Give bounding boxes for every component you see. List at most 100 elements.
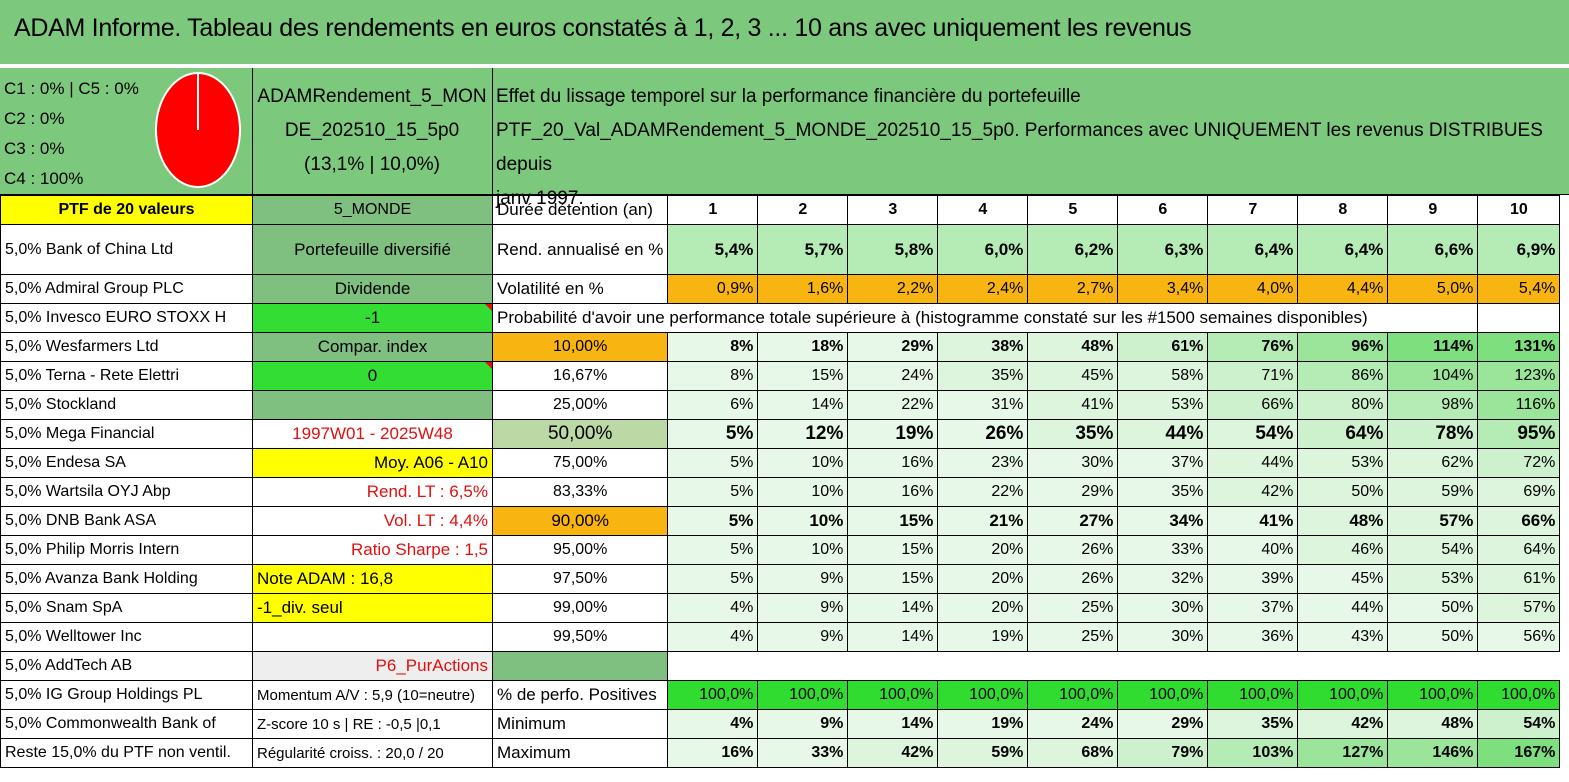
rend-label: Rend. annualisé en % <box>491 224 669 275</box>
proba-value: 30% <box>1117 622 1209 652</box>
maximum-value: 127% <box>1297 738 1389 768</box>
proba-value: 42% <box>1207 477 1299 507</box>
maximum-row: Reste 15,0% du PTF non ventil. Régularit… <box>0 738 1561 768</box>
proba-value: 20% <box>937 535 1029 565</box>
vol-value: 5,4% <box>1477 274 1561 304</box>
compare-index-value[interactable]: 0 <box>252 361 493 391</box>
dividend-filter-value[interactable]: -1 <box>252 303 493 333</box>
proba-value: 64% <box>1297 419 1389 449</box>
maximum-value: 103% <box>1207 738 1299 768</box>
holding-cell: 5,0% Avanza Bank Holding <box>0 564 253 594</box>
empty-cell <box>491 651 669 681</box>
year-header: 1 <box>667 195 759 225</box>
proba-value: 50% <box>1297 477 1389 507</box>
proba-row: 5,0% Stockland 25,00% 6% 14% 22% 31% 41%… <box>0 390 1561 420</box>
minimum-value: 35% <box>1207 709 1299 739</box>
proba-value: 86% <box>1297 361 1389 391</box>
effect-line: PTF_20_Val_ADAMRendement_5_MONDE_202510_… <box>496 120 1543 175</box>
vol-value: 2,7% <box>1027 274 1119 304</box>
rend-value: 6,2% <box>1027 224 1119 275</box>
allocation-pie-chart <box>155 72 241 188</box>
returns-table: PTF de 20 valeurs 5_MONDE Durée détentio… <box>0 195 1561 768</box>
divider <box>252 68 253 195</box>
proba-value: 62% <box>1387 448 1479 478</box>
proba-value: 5% <box>667 477 759 507</box>
proba-value: 20% <box>937 564 1029 594</box>
proba-value: 25% <box>1027 622 1119 652</box>
rend-value: 6,9% <box>1477 224 1561 275</box>
proba-value: 53% <box>1387 564 1479 594</box>
holding-cell: 5,0% Commonwealth Bank of <box>0 709 253 739</box>
proba-value: 16% <box>847 477 939 507</box>
proba-value: 23% <box>937 448 1029 478</box>
maximum-value: 68% <box>1027 738 1119 768</box>
zscore-label: Z-score 10 s | RE : -0,5 |0,1 <box>252 709 493 739</box>
proba-row: 5,0% Mega Financial 1997W01 - 2025W48 50… <box>0 419 1561 449</box>
vol-label: Volatilité en % <box>491 274 669 304</box>
positives-value: 100,0% <box>757 680 849 710</box>
minimum-row: 5,0% Commonwealth Bank of Z-score 10 s |… <box>0 709 1561 739</box>
proba-value: 14% <box>847 622 939 652</box>
proba-value: 44% <box>1297 593 1389 623</box>
proba-value: 71% <box>1207 361 1299 391</box>
minimum-value: 4% <box>667 709 759 739</box>
proba-value: 4% <box>667 622 759 652</box>
holding-cell: 5,0% Philip Morris Intern <box>0 535 253 565</box>
proba-value: 44% <box>1117 419 1209 449</box>
proba-value: 5% <box>667 419 759 449</box>
proba-row: 5,0% Philip Morris Intern Ratio Sharpe :… <box>0 535 1561 565</box>
holding-cell: 5,0% Wesfarmers Ltd <box>0 332 253 362</box>
positives-value: 100,0% <box>1387 680 1479 710</box>
proba-value: 30% <box>1027 448 1119 478</box>
proba-value: 10% <box>757 506 849 536</box>
effect-line: Effet du lissage temporel sur la perform… <box>496 86 1081 107</box>
proba-value: 98% <box>1387 390 1479 420</box>
rend-value: 6,4% <box>1297 224 1389 275</box>
positives-value: 100,0% <box>1477 680 1561 710</box>
proba-value: 48% <box>1027 332 1119 362</box>
divider <box>492 68 493 195</box>
proba-level: 75,00% <box>491 448 669 478</box>
positives-value: 100,0% <box>1297 680 1389 710</box>
proba-value: 22% <box>847 390 939 420</box>
year-header: 4 <box>937 195 1029 225</box>
proba-value: 66% <box>1477 506 1561 536</box>
vol-value: 4,0% <box>1207 274 1299 304</box>
proba-level: 99,50% <box>491 622 669 652</box>
proba-value: 35% <box>937 361 1029 391</box>
proba-value: 37% <box>1117 448 1209 478</box>
proba-value: 54% <box>1207 419 1299 449</box>
proba-value: 12% <box>757 419 849 449</box>
rend-value: 5,8% <box>847 224 939 275</box>
positives-value: 100,0% <box>847 680 939 710</box>
dividend-label: Dividende <box>252 274 493 304</box>
proba-value: 9% <box>757 564 849 594</box>
proba-row: 5,0% Welltower Inc 99,50% 4% 9% 14% 19% … <box>0 622 1561 652</box>
proba-row: 5,0% Wartsila OYJ Abp Rend. LT : 6,5% 83… <box>0 477 1561 507</box>
empty-cell <box>252 390 493 420</box>
positives-value: 100,0% <box>1207 680 1299 710</box>
proba-value: 114% <box>1387 332 1479 362</box>
proba-value: 5% <box>667 564 759 594</box>
long-term-return: Rend. LT : 6,5% <box>252 477 493 507</box>
year-header: 6 <box>1117 195 1209 225</box>
vol-value: 3,4% <box>1117 274 1209 304</box>
proba-value: 30% <box>1117 593 1209 623</box>
proba-value: 15% <box>847 535 939 565</box>
proba-value: 64% <box>1477 535 1561 565</box>
vol-value: 2,4% <box>937 274 1029 304</box>
vol-value: 2,2% <box>847 274 939 304</box>
diversified-label: Portefeuille diversifié <box>252 224 493 275</box>
class-line: C2 : 0% <box>4 109 65 128</box>
proba-level: 95,00% <box>491 535 669 565</box>
proba-value: 26% <box>1027 564 1119 594</box>
proba-level: 83,33% <box>491 477 669 507</box>
maximum-value: 167% <box>1477 738 1561 768</box>
holding-cell: 5,0% Bank of China Ltd <box>0 224 253 275</box>
proba-value: 33% <box>1117 535 1209 565</box>
proba-value: 25% <box>1027 593 1119 623</box>
proba-value: 57% <box>1477 593 1561 623</box>
year-header: 2 <box>757 195 849 225</box>
portfolio-name: ADAMRendement_5_MON DE_202510_15_5p0 (13… <box>252 80 492 182</box>
portfolio-name-line: ADAMRendement_5_MON <box>257 86 487 107</box>
